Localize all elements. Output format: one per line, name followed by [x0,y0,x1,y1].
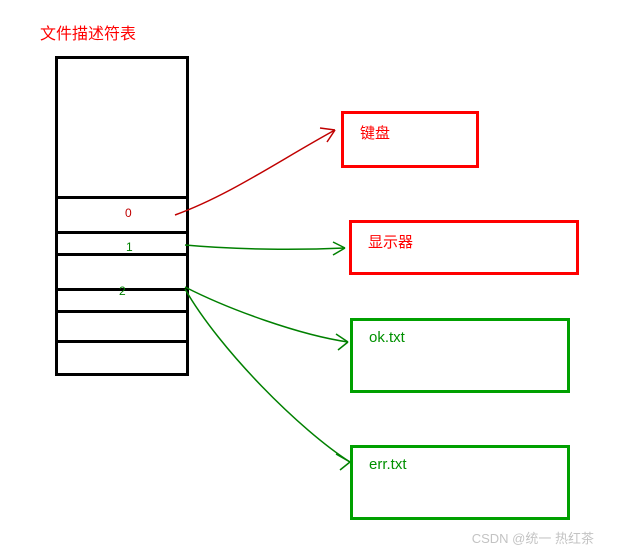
arrow-head [333,242,345,248]
target-err-file: err.txt [350,445,570,520]
arrow-head [338,342,348,350]
fd-table [55,56,189,376]
fd-index-2: 2 [119,284,126,298]
fd-row [58,343,186,373]
target-monitor-label: 显示器 [368,231,413,252]
target-ok-file: ok.txt [350,318,570,393]
target-keyboard-label: 键盘 [360,122,390,143]
fd-row [58,199,186,234]
target-err-label: err.txt [369,456,407,473]
arrow-line [185,287,348,342]
target-ok-label: ok.txt [369,329,405,346]
arrow-line [185,289,350,462]
fd-index-0: 0 [125,206,132,220]
arrow-head [327,130,335,142]
fd-index-1: 1 [126,240,133,254]
arrow-line [185,245,345,249]
arrow-line [175,130,335,215]
arrow-head [333,248,345,255]
target-keyboard: 键盘 [341,111,479,168]
arrow-head [336,334,348,342]
fd-row [58,59,186,199]
diagram-title: 文件描述符表 [40,20,136,44]
fd-row [58,234,186,256]
arrow-head [320,128,335,130]
target-monitor: 显示器 [349,220,579,275]
fd-row [58,313,186,343]
watermark: CSDN @统一 热红茶 [472,528,594,547]
arrow-head [336,454,350,462]
arrow-head [340,462,350,470]
